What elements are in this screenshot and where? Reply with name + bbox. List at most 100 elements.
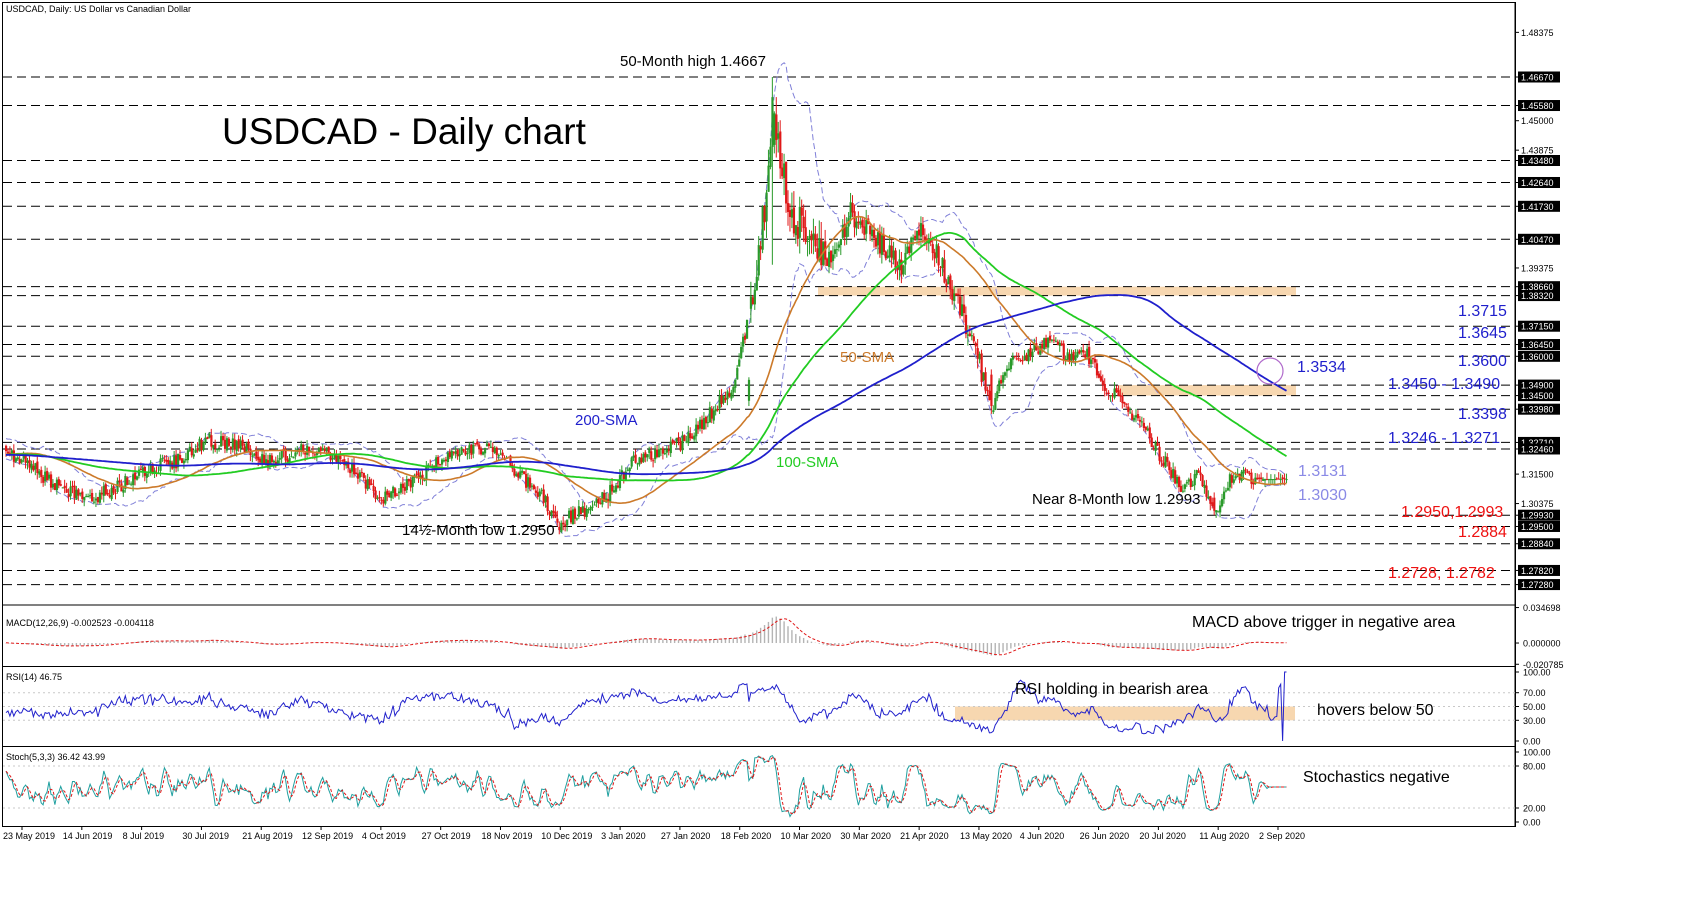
- candle-body: [689, 433, 692, 439]
- candle-body: [417, 472, 420, 479]
- candle-body: [695, 424, 698, 437]
- candle-body: [102, 485, 105, 496]
- candle-body: [478, 444, 481, 450]
- candle-body: [399, 484, 403, 493]
- time-tick-label: 11 Aug 2020: [1199, 831, 1249, 841]
- candle-body: [239, 440, 242, 449]
- candle-body: [251, 455, 254, 457]
- price-annotation: 1.3246 - 1.3271: [1388, 430, 1500, 447]
- candle-body: [712, 410, 715, 421]
- chart-title: USDCAD - Daily chart: [222, 111, 587, 152]
- price-level-label-box: [1518, 403, 1560, 415]
- price-annotation: 1.2950,1.2993: [1401, 504, 1503, 521]
- candle-body: [1230, 475, 1233, 483]
- candle-body: [630, 457, 633, 467]
- candle-body: [554, 511, 557, 518]
- rsi-header: RSI(14) 46.75: [6, 672, 62, 682]
- candle-body: [988, 390, 991, 401]
- price-level-label: 1.40470: [1521, 235, 1554, 245]
- candle-body: [863, 226, 866, 235]
- candle-body: [650, 451, 653, 460]
- candle-body: [263, 455, 266, 464]
- candle-body: [1136, 414, 1140, 419]
- candle-body: [878, 231, 882, 254]
- candle-body: [826, 258, 829, 266]
- candle-body: [214, 443, 217, 449]
- time-tick-label: 2 Sep 2020: [1259, 831, 1305, 841]
- candle-body: [945, 283, 948, 286]
- candle-body: [444, 459, 448, 462]
- candle-body: [609, 485, 612, 503]
- candle-body: [595, 499, 598, 503]
- candle-body: [442, 460, 446, 462]
- candle-body: [116, 480, 119, 492]
- candle-body: [190, 448, 193, 456]
- price-level-label: 1.29930: [1521, 511, 1554, 521]
- candle-body: [671, 439, 674, 444]
- candle-body: [951, 289, 954, 301]
- candle-body: [124, 475, 127, 490]
- candle-body: [71, 485, 74, 487]
- support-resistance-zone: [1118, 385, 1296, 396]
- time-tick-label: 27 Oct 2019: [422, 831, 471, 841]
- candle-body: [32, 465, 35, 471]
- candle-body: [349, 469, 352, 474]
- candle-body: [128, 483, 131, 485]
- candle-body: [1150, 437, 1153, 448]
- price-level-label: 1.32710: [1521, 438, 1554, 448]
- candle-body: [540, 489, 543, 491]
- candle-body: [1133, 417, 1136, 421]
- candle-body: [667, 449, 670, 452]
- candle-body: [673, 441, 676, 443]
- candle-body: [632, 455, 635, 458]
- candle-body: [20, 459, 23, 463]
- candle-body: [132, 474, 135, 486]
- candle-body: [564, 524, 567, 527]
- candle-body: [167, 459, 170, 465]
- candle-body: [624, 471, 627, 480]
- candle-body: [654, 449, 657, 460]
- candle-body: [1123, 402, 1126, 404]
- candle-body: [259, 458, 262, 463]
- candle-body: [218, 447, 221, 449]
- sma-50-line: [5, 215, 1287, 505]
- candle-body: [1093, 359, 1097, 363]
- price-tick-label: 1.45000: [1521, 116, 1554, 126]
- candle-body: [1144, 426, 1147, 430]
- candle-body: [446, 452, 450, 463]
- candle-body: [933, 252, 936, 259]
- candle-body: [683, 435, 686, 441]
- candle-body: [286, 459, 289, 462]
- candle-body: [892, 250, 895, 260]
- candle-body: [139, 468, 143, 470]
- time-tick-label: 23 May 2019: [3, 831, 55, 841]
- candle-body: [984, 372, 987, 391]
- candle-body: [702, 418, 706, 430]
- candle-body: [59, 484, 62, 486]
- candle-body: [738, 359, 741, 367]
- candle-body: [323, 448, 326, 452]
- candle-body: [1211, 502, 1214, 507]
- candle-body: [1037, 351, 1040, 354]
- candle-body: [1138, 419, 1142, 422]
- price-level-label: 1.33980: [1521, 405, 1554, 415]
- candle-body: [837, 244, 841, 248]
- bollinger-upper-band: [5, 62, 1287, 505]
- candle-body: [1013, 356, 1016, 358]
- candle-body: [425, 465, 428, 481]
- candle-body: [1011, 356, 1015, 360]
- candle-body: [548, 512, 551, 515]
- candle-body: [568, 510, 571, 518]
- candle-body: [343, 459, 346, 466]
- candle-body: [917, 229, 921, 236]
- candle-body: [210, 435, 213, 447]
- candle-body: [601, 492, 604, 505]
- time-tick-label: 21 Apr 2020: [900, 831, 949, 841]
- candle-body: [669, 441, 672, 454]
- candle-body: [1047, 337, 1050, 348]
- candle-body: [1000, 379, 1003, 384]
- candle-body: [1207, 496, 1210, 499]
- candle-body: [1111, 395, 1114, 397]
- candle-body: [1199, 472, 1202, 476]
